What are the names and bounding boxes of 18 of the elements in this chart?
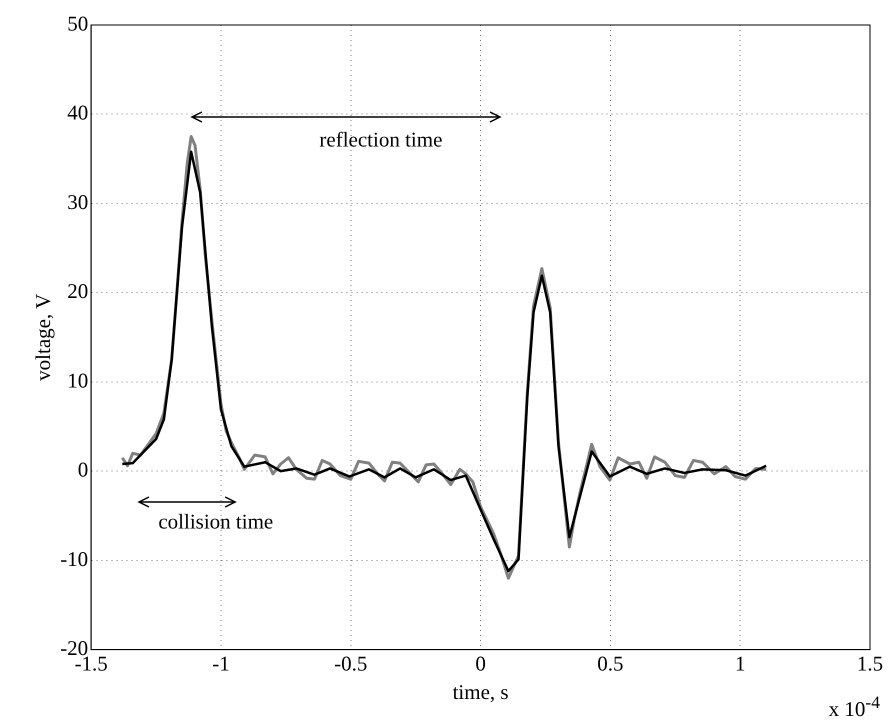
text: x 10$^{-4}$	[828, 692, 880, 722]
x-axis-title: time, s	[452, 680, 509, 704]
x-tick-label: 0	[475, 652, 486, 676]
y-tick-label: 30	[67, 190, 88, 214]
annotation: collision time	[158, 510, 274, 535]
y-tick-label: 0	[78, 458, 88, 482]
y-axis-title: voltage, V	[31, 294, 56, 381]
y-tick-label: -10	[60, 546, 88, 571]
x-tick-label: 1.5	[856, 652, 884, 676]
x-tick-label: 0.5	[597, 652, 624, 676]
y-tick-label: 40	[67, 100, 88, 125]
annotation: reflection time	[319, 127, 442, 152]
x-tick-label: 1	[734, 652, 746, 676]
y-tick-label: 20	[67, 279, 88, 304]
y-tick-label: 10	[67, 368, 88, 392]
x-tick-label: -1	[212, 652, 230, 676]
x-tick-label: -0.5	[334, 652, 368, 676]
y-tick-label: 50	[67, 12, 88, 36]
